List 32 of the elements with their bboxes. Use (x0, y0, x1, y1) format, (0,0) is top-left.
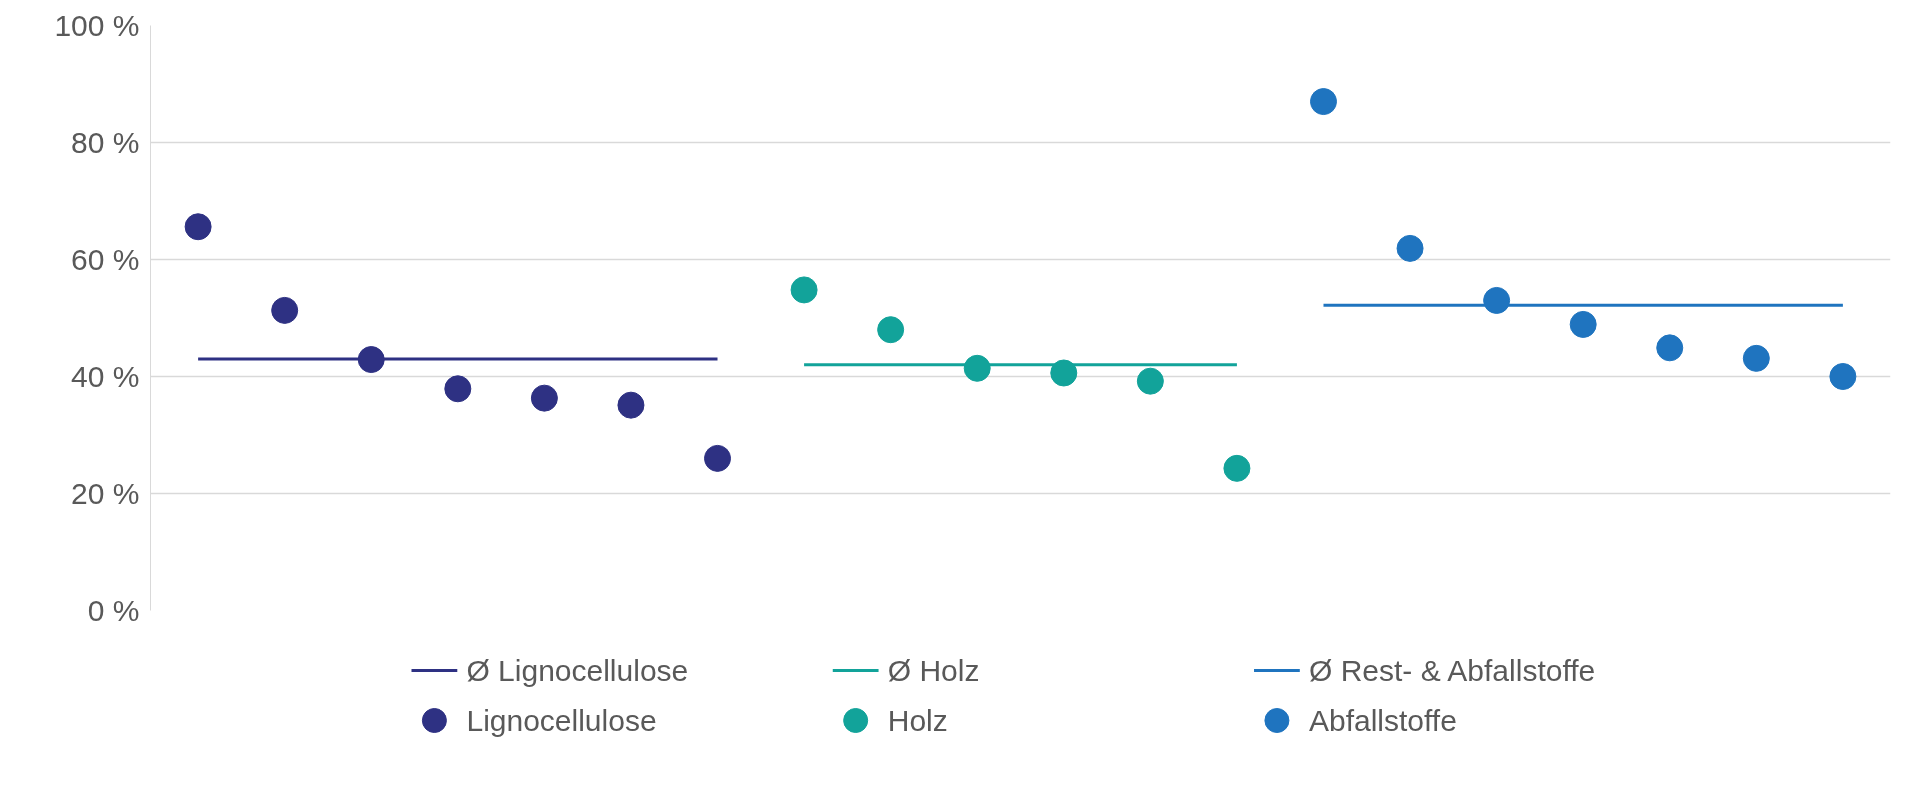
y-tick-label: 40 % (71, 360, 140, 393)
point (877, 316, 905, 344)
y-tick-label: 80 % (71, 126, 140, 159)
point (1136, 367, 1164, 395)
point (271, 296, 299, 324)
legend-label: Abfallstoffe (1308, 704, 1457, 737)
point (184, 213, 212, 241)
point (1050, 359, 1078, 387)
point (1742, 344, 1770, 372)
point (617, 391, 645, 419)
legend-label: Holz (887, 704, 948, 737)
legend-label: Lignocellulose (466, 704, 657, 737)
legend-label: Ø Lignocellulose (466, 654, 689, 687)
point (704, 444, 732, 472)
point (1396, 234, 1424, 262)
point (1656, 334, 1684, 362)
point (1483, 286, 1511, 314)
point (1569, 310, 1597, 338)
y-tick-label: 0 % (87, 594, 140, 627)
point (963, 354, 991, 382)
point (530, 384, 558, 412)
point (1309, 88, 1337, 116)
point (444, 375, 472, 403)
y-tick-label: 20 % (71, 477, 140, 510)
legend-label: Ø Rest- & Abfallstoffe (1308, 654, 1596, 687)
y-tick-label: 100 % (54, 9, 140, 42)
point (790, 276, 818, 304)
point (357, 346, 385, 374)
legend-label: Ø Holz (887, 654, 980, 687)
point (1829, 363, 1857, 390)
y-tick-label: 60 % (71, 243, 140, 276)
point (1223, 454, 1251, 482)
